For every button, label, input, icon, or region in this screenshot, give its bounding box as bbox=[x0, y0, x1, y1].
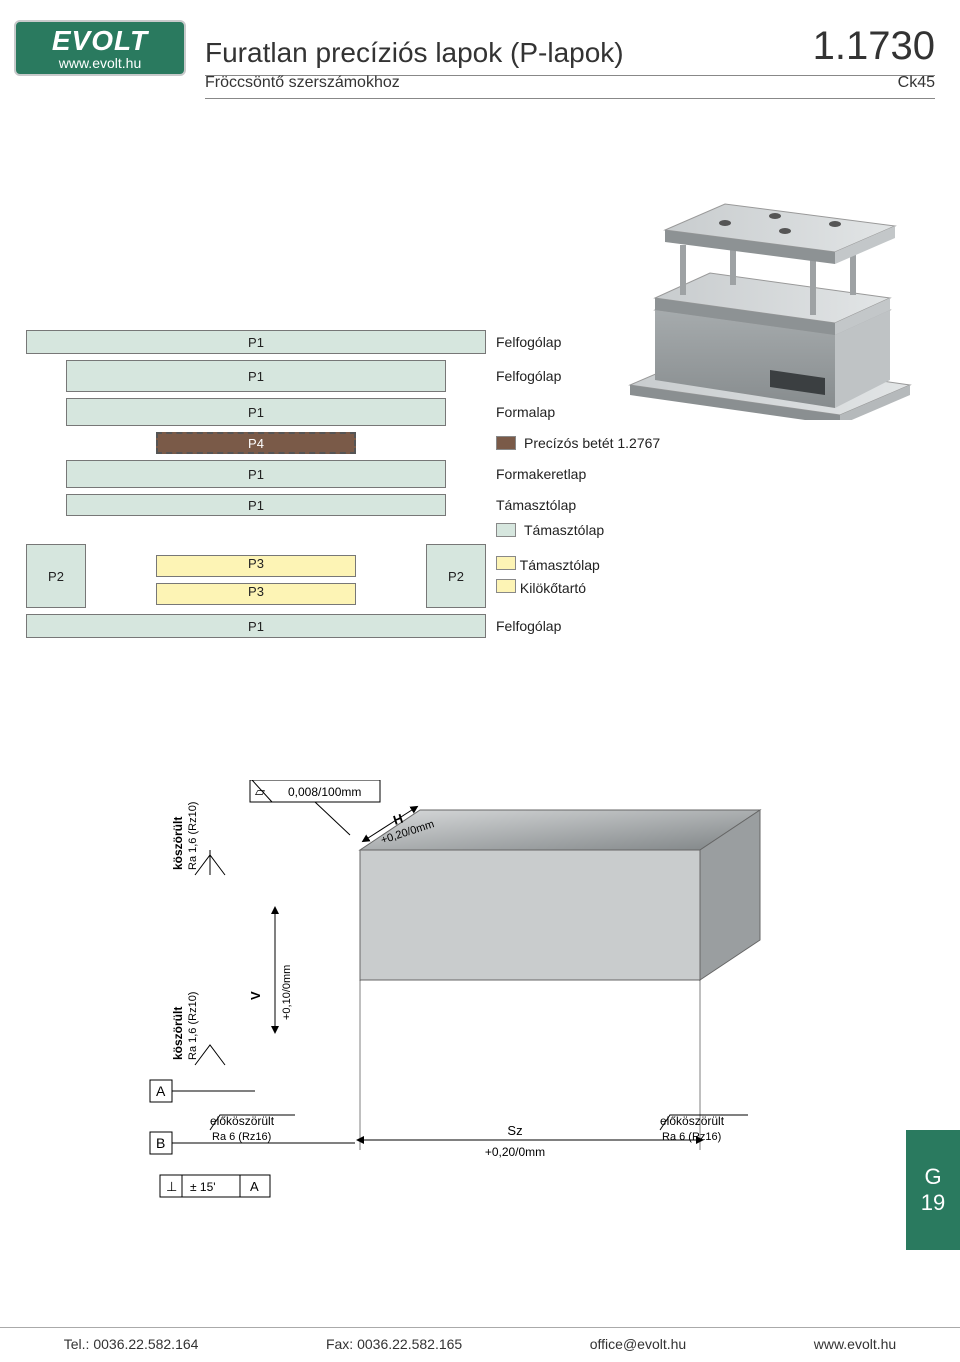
svg-text:köszörült: köszörült bbox=[171, 1007, 185, 1060]
svg-text:⊥: ⊥ bbox=[166, 1179, 177, 1194]
svg-text:A: A bbox=[250, 1179, 259, 1194]
plate-label: Formalap bbox=[496, 404, 555, 420]
section-tab: G 19 bbox=[906, 1130, 960, 1250]
section-number: 19 bbox=[921, 1190, 945, 1216]
plate-p1: P1 bbox=[66, 494, 446, 516]
svg-text:köszörült: köszörült bbox=[171, 817, 185, 870]
plate-label: Felfogólap bbox=[496, 368, 561, 384]
footer-email: office@evolt.hu bbox=[590, 1336, 686, 1352]
plate-label: Felfogólap bbox=[496, 334, 561, 350]
svg-text:+0,20/0mm: +0,20/0mm bbox=[485, 1145, 545, 1159]
svg-text:A: A bbox=[156, 1083, 166, 1099]
logo-url: www.evolt.hu bbox=[59, 55, 141, 71]
plate-p1: P1 bbox=[26, 614, 486, 638]
plate-p2: P2 bbox=[426, 544, 486, 608]
plate-p2: P2 bbox=[26, 544, 86, 608]
plate-p1: P1 bbox=[66, 398, 446, 426]
plate-p1: P1 bbox=[26, 330, 486, 354]
mold-stack-diagram: P1 Felfogólap P1 Felfogólap P1 Formalap P4 Prec… bbox=[26, 330, 926, 644]
logo-badge: EVOLT www.evolt.hu bbox=[14, 20, 186, 76]
footer-fax: Fax: 0036.22.582.165 bbox=[326, 1336, 462, 1352]
svg-text:+0,10/0mm: +0,10/0mm bbox=[281, 965, 293, 1020]
svg-text:Sz: Sz bbox=[507, 1123, 522, 1138]
plate-label: Formakeretlap bbox=[496, 466, 586, 482]
svg-text:Ra 6 (Rz16): Ra 6 (Rz16) bbox=[212, 1131, 271, 1143]
svg-text:V: V bbox=[248, 991, 263, 1000]
footer-web: www.evolt.hu bbox=[814, 1336, 896, 1352]
material-code: 1.1730 bbox=[813, 24, 935, 69]
plate-p1: P1 bbox=[66, 360, 446, 392]
svg-text:± 15': ± 15' bbox=[190, 1180, 216, 1194]
subheader-row: Fröccsöntő szerszámokhoz Ck45 bbox=[205, 74, 935, 99]
logo-brand: EVOLT bbox=[52, 25, 148, 57]
plate-label: Precízós betét 1.2767 bbox=[524, 435, 660, 451]
page-subtitle: Fröccsöntő szerszámokhoz bbox=[205, 74, 400, 92]
page-title: Furatlan precíziós lapok (P-lapok) bbox=[205, 37, 624, 69]
flatness-tol: 0,008/100mm bbox=[288, 785, 361, 799]
page-footer: Tel.: 0036.22.582.164 Fax: 0036.22.582.1… bbox=[0, 1327, 960, 1352]
svg-text:Ra 1,6 (Rz10): Ra 1,6 (Rz10) bbox=[187, 992, 199, 1060]
footer-tel: Tel.: 0036.22.582.164 bbox=[64, 1336, 199, 1352]
section-letter: G bbox=[924, 1164, 941, 1190]
plate-p4: P4 bbox=[156, 432, 356, 454]
svg-text:Ra 1,6 (Rz10): Ra 1,6 (Rz10) bbox=[187, 802, 199, 870]
dimension-figure: ▱ 0,008/100mm köszörült Ra 1,6 (Rz10) H … bbox=[140, 780, 840, 1200]
svg-text:▱: ▱ bbox=[255, 784, 265, 799]
header-row: Furatlan precíziós lapok (P-lapok) 1.173… bbox=[205, 24, 935, 76]
material-name: Ck45 bbox=[898, 74, 935, 92]
plate-p1: P1 bbox=[66, 460, 446, 488]
plate-label: Támasztólap bbox=[496, 497, 576, 513]
svg-text:B: B bbox=[156, 1135, 165, 1151]
svg-text:Ra 6 (Rz16): Ra 6 (Rz16) bbox=[662, 1131, 721, 1143]
